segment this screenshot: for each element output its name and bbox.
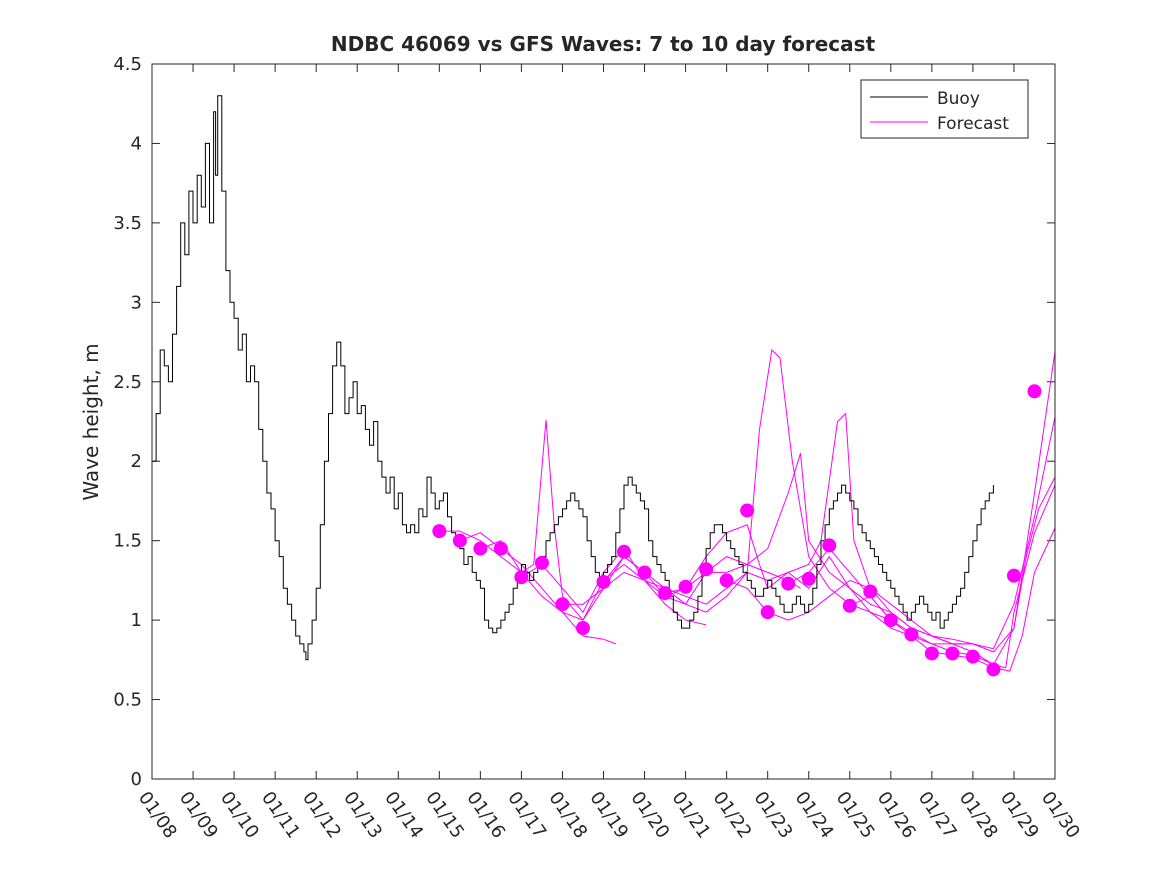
y-tick-label: 3 — [131, 292, 142, 313]
x-tick-label: 01/12 — [298, 788, 345, 843]
y-axis-label: Wave height, m — [79, 343, 103, 500]
forecast-point — [514, 570, 529, 585]
forecast-point — [1027, 384, 1042, 399]
forecast-run-line — [726, 484, 1056, 669]
x-tick-label: 01/09 — [175, 788, 222, 843]
y-tick-label: 4 — [131, 133, 142, 154]
forecast-point — [637, 565, 652, 580]
forecast-point — [473, 541, 488, 556]
forecast-point — [493, 541, 508, 556]
y-tick-label: 2 — [131, 451, 142, 472]
x-tick-label: 01/18 — [544, 788, 591, 843]
plot-area — [152, 64, 1055, 779]
x-tick-label: 01/23 — [750, 788, 797, 843]
forecast-point — [555, 597, 570, 612]
y-tick-label: 4.5 — [113, 54, 142, 75]
chart-title: NDBC 46069 vs GFS Waves: 7 to 10 day for… — [331, 32, 876, 56]
x-tick-label: 01/26 — [873, 788, 920, 843]
forecast-point — [965, 649, 980, 664]
x-tick-label: 01/24 — [791, 788, 838, 843]
forecast-point — [740, 503, 755, 518]
x-tick-label: 01/21 — [667, 788, 714, 843]
x-tick-label: 01/25 — [832, 788, 879, 843]
forecast-point — [822, 538, 837, 553]
y-tick-label: 0 — [131, 769, 142, 790]
forecast-run-line — [562, 348, 973, 645]
y-tick-label: 0.5 — [113, 690, 142, 711]
forecast-point — [883, 613, 898, 628]
x-tick-label: 01/13 — [339, 788, 386, 843]
legend-forecast-label: Forecast — [937, 114, 1009, 134]
forecast-point — [863, 584, 878, 599]
forecast-point — [596, 574, 611, 589]
buoy-line — [152, 95, 994, 661]
forecast-point — [760, 605, 775, 620]
forecast-point — [842, 598, 857, 613]
x-tick-label: 01/10 — [216, 788, 263, 843]
forecast-point — [801, 571, 816, 586]
y-tick-label: 3.5 — [113, 213, 142, 234]
x-tick-label: 01/14 — [380, 788, 427, 843]
x-tick-label: 01/29 — [996, 788, 1043, 843]
forecast-run-line — [787, 476, 1056, 666]
series-layer — [152, 95, 1056, 677]
forecast-point — [719, 573, 734, 588]
forecast-point — [452, 533, 467, 548]
forecast-point — [945, 646, 960, 661]
forecast-point — [658, 586, 673, 601]
y-tick-label: 2.5 — [113, 372, 142, 393]
forecast-point — [432, 524, 447, 539]
forecast-run-line — [521, 524, 891, 621]
forecast-point — [781, 576, 796, 591]
x-tick-label: 01/08 — [134, 788, 181, 843]
x-tick-label: 01/19 — [585, 788, 632, 843]
x-tick-label: 01/28 — [955, 788, 1002, 843]
forecast-point — [924, 646, 939, 661]
x-tick-label: 01/11 — [257, 788, 304, 843]
forecast-point — [986, 662, 1001, 677]
x-tick-label: 01/27 — [914, 788, 961, 843]
x-tick-label: 01/15 — [421, 788, 468, 843]
forecast-run-line — [439, 530, 616, 645]
forecast-point — [575, 621, 590, 636]
x-tick-label: 01/22 — [709, 788, 756, 843]
legend-buoy-label: Buoy — [937, 89, 980, 109]
legend: Buoy Forecast — [860, 79, 1029, 139]
legend-box — [860, 79, 1029, 139]
x-tick-label: 01/16 — [462, 788, 509, 843]
y-tick-label: 1 — [131, 610, 142, 631]
x-tick-label: 01/30 — [1037, 788, 1084, 843]
y-tick-label: 1.5 — [113, 531, 142, 552]
forecast-point — [904, 627, 919, 642]
forecast-point — [678, 579, 693, 594]
x-tick-label: 01/20 — [626, 788, 673, 843]
forecast-point — [699, 562, 714, 577]
forecast-point — [1006, 568, 1021, 583]
forecast-run-line — [664, 416, 1056, 650]
plot-frame — [151, 63, 1056, 780]
forecast-point — [617, 544, 632, 559]
forecast-point — [534, 555, 549, 570]
x-tick-label: 01/17 — [503, 788, 550, 843]
